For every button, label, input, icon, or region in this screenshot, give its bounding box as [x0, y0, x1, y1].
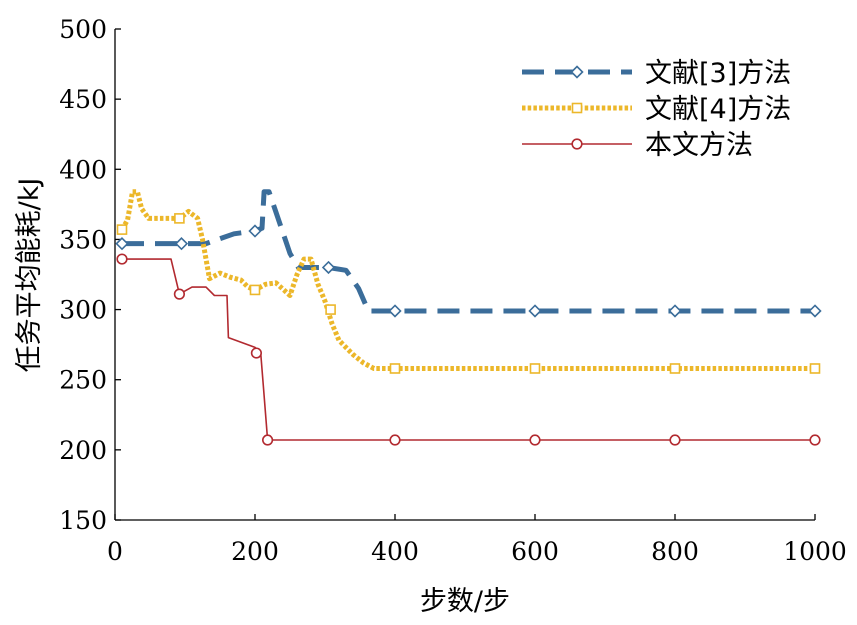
series-line — [122, 189, 815, 314]
data-point — [529, 363, 541, 374]
data-point — [116, 253, 128, 265]
x-tick-label: 0 — [107, 537, 123, 566]
legend-label: 文献[4]方法 — [645, 94, 791, 125]
x-tick-label: 200 — [231, 537, 279, 566]
y-tick-label: 450 — [59, 85, 107, 114]
series-layer — [115, 189, 822, 446]
legend-item: 文献[4]方法 — [522, 94, 791, 125]
data-point — [173, 288, 185, 300]
legend-item: 本文方法 — [522, 130, 753, 161]
x-axis-title: 步数/步 — [420, 586, 510, 617]
legend-marker — [570, 65, 584, 79]
x-tick-label: 400 — [371, 537, 419, 566]
series-1 — [115, 189, 822, 318]
x-tick-label: 800 — [651, 537, 699, 566]
y-tick-label: 350 — [59, 225, 107, 254]
y-tick-label: 300 — [59, 296, 107, 325]
x-tick-label: 1000 — [783, 537, 847, 566]
legend-marker — [571, 138, 583, 150]
data-point — [174, 213, 185, 224]
data-point — [116, 224, 128, 235]
data-point — [174, 237, 189, 251]
data-point — [325, 304, 336, 315]
y-tick-label: 250 — [59, 366, 107, 395]
y-tick-label: 400 — [59, 155, 107, 184]
x-tick-label: 600 — [511, 537, 559, 566]
data-point — [668, 304, 682, 318]
data-point — [808, 304, 822, 318]
data-point — [528, 304, 542, 318]
legend-label: 文献[3]方法 — [645, 58, 791, 89]
data-point — [809, 363, 821, 374]
data-point — [389, 434, 401, 446]
y-tick-label: 500 — [59, 15, 107, 44]
data-point — [249, 284, 261, 296]
data-point — [250, 347, 262, 359]
data-point — [529, 434, 541, 446]
data-point — [248, 224, 262, 238]
legend-label: 本文方法 — [645, 130, 753, 161]
axes: 150 200 250 300 350 400 450 500 0 200 400 600 800 10… — [59, 15, 847, 566]
data-point — [809, 434, 821, 446]
y-axis-ticks: 150 200 250 300 350 400 450 500 — [59, 15, 121, 535]
legend-marker — [571, 102, 583, 114]
data-point — [389, 363, 401, 374]
data-point — [262, 434, 274, 446]
series-line — [122, 258, 815, 441]
x-axis-ticks: 0 200 400 600 800 1000 — [107, 514, 847, 566]
data-point — [388, 304, 402, 318]
data-point — [669, 434, 681, 446]
data-point — [321, 260, 336, 275]
y-tick-label: 200 — [59, 436, 107, 465]
data-point — [669, 363, 681, 374]
y-axis-title: 任务平均能耗/kJ — [14, 178, 45, 373]
series-3 — [116, 253, 821, 446]
legend-item: 文献[3]方法 — [522, 58, 791, 89]
y-tick-label: 150 — [59, 506, 107, 535]
series-2 — [116, 189, 821, 374]
data-point — [115, 237, 129, 251]
series-line — [119, 189, 815, 371]
